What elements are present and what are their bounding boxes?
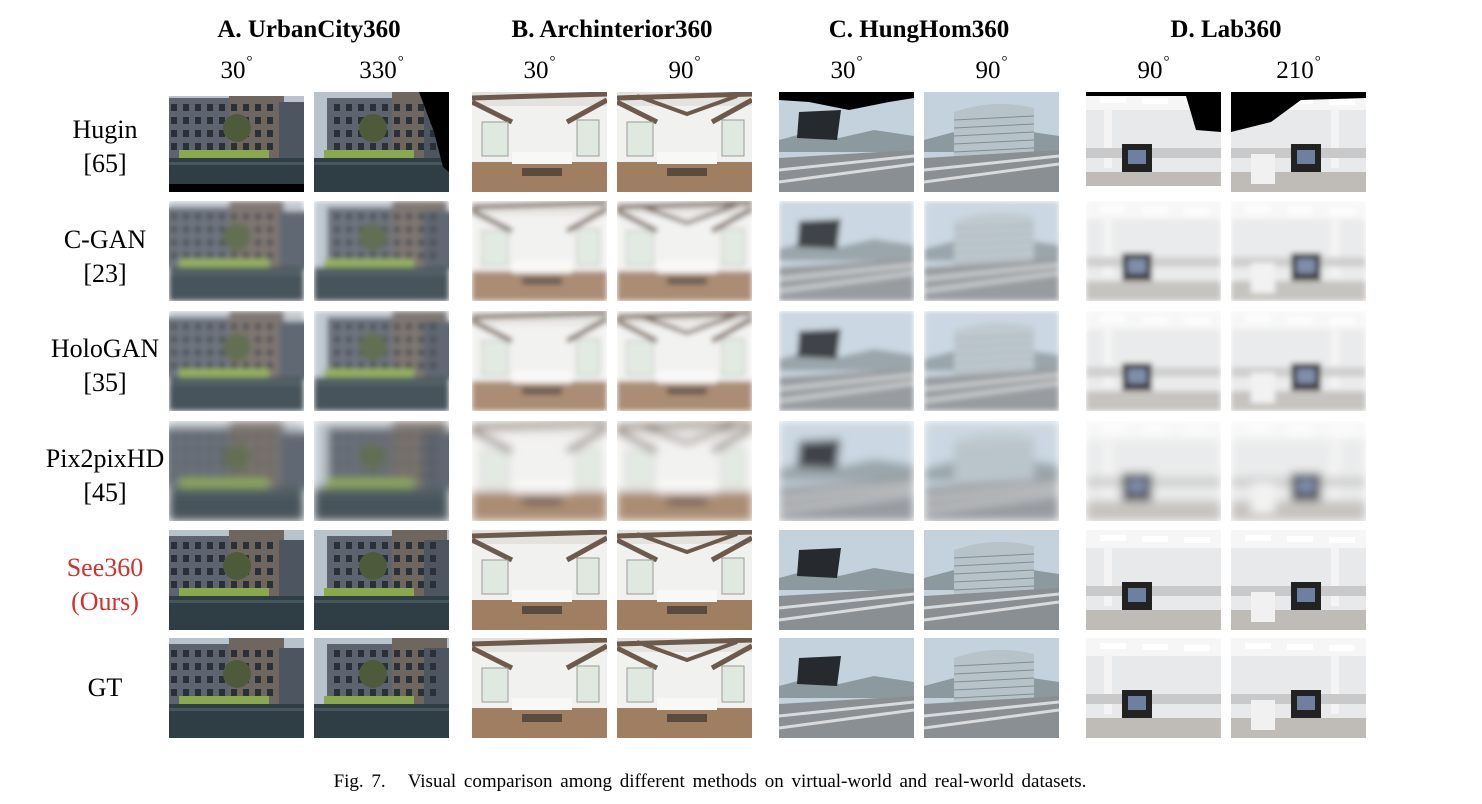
method-reference: (Ours): [71, 587, 139, 616]
view-angle-label: 90°: [1137, 54, 1170, 84]
method-reference: [65]: [83, 149, 127, 178]
result-thumbnail: [924, 311, 1059, 411]
result-thumbnail: [779, 421, 914, 521]
result-thumbnail: [779, 638, 914, 738]
dataset-title: B. Archinterior360: [511, 16, 713, 43]
result-thumbnail: [472, 530, 607, 630]
result-thumbnail: [169, 201, 304, 301]
result-thumbnail: [617, 201, 752, 301]
result-thumbnail: [1231, 421, 1366, 521]
result-thumbnail: [1086, 92, 1221, 192]
view-angle-label: 330°: [359, 54, 404, 84]
result-thumbnail: [472, 92, 607, 192]
method-label: GT: [20, 671, 190, 705]
result-thumbnail: [169, 92, 304, 192]
result-thumbnail: [617, 92, 752, 192]
result-thumbnail: [779, 530, 914, 630]
method-label: Pix2pixHD [45]: [20, 442, 190, 510]
figure-caption: Fig. 7. Visual comparison among different…: [0, 771, 1420, 793]
result-thumbnail: [779, 201, 914, 301]
caption-text: Visual comparison among different method…: [407, 771, 1087, 792]
dataset-title: D. Lab360: [1170, 16, 1282, 43]
method-reference: [45]: [83, 478, 127, 507]
result-thumbnail: [472, 311, 607, 411]
result-thumbnail: [169, 530, 304, 630]
result-thumbnail: [1231, 201, 1366, 301]
result-thumbnail: [314, 201, 449, 301]
result-thumbnail: [924, 638, 1059, 738]
result-thumbnail: [314, 638, 449, 738]
method-label: C-GAN [23]: [20, 223, 190, 291]
result-thumbnail: [1086, 311, 1221, 411]
result-thumbnail: [314, 311, 449, 411]
result-thumbnail: [617, 421, 752, 521]
result-thumbnail: [1086, 201, 1221, 301]
caption-number: Fig. 7.: [333, 771, 386, 792]
method-name: HoloGAN: [50, 334, 160, 363]
result-thumbnail: [1231, 638, 1366, 738]
result-thumbnail: [617, 638, 752, 738]
result-thumbnail: [169, 421, 304, 521]
view-angle-label: 90°: [975, 54, 1008, 84]
result-thumbnail: [472, 201, 607, 301]
result-thumbnail: [617, 530, 752, 630]
method-name: Pix2pixHD: [45, 444, 165, 473]
dataset-title: C. HungHom360: [828, 16, 1010, 43]
method-label: See360 (Ours): [20, 551, 190, 619]
result-thumbnail: [314, 421, 449, 521]
method-name: Hugin: [72, 115, 138, 144]
view-angle-label: 30°: [830, 54, 863, 84]
method-reference: [23]: [83, 259, 127, 288]
result-thumbnail: [617, 311, 752, 411]
result-thumbnail: [1086, 638, 1221, 738]
result-thumbnail: [169, 311, 304, 411]
result-thumbnail: [779, 311, 914, 411]
result-thumbnail: [314, 92, 449, 192]
result-thumbnail: [779, 92, 914, 192]
result-thumbnail: [472, 421, 607, 521]
method-name: GT: [87, 673, 123, 702]
result-thumbnail: [1231, 92, 1366, 192]
dataset-title: A. UrbanCity360: [217, 16, 401, 43]
view-angle-label: 210°: [1276, 54, 1321, 84]
view-angle-label: 30°: [220, 54, 253, 84]
view-angle-label: 30°: [523, 54, 556, 84]
result-thumbnail: [924, 421, 1059, 521]
method-name: C-GAN: [63, 225, 147, 254]
method-reference: [35]: [83, 368, 127, 397]
result-thumbnail: [169, 638, 304, 738]
result-thumbnail: [924, 92, 1059, 192]
result-thumbnail: [1086, 421, 1221, 521]
result-thumbnail: [472, 638, 607, 738]
method-label: Hugin [65]: [20, 113, 190, 181]
result-thumbnail: [1231, 530, 1366, 630]
result-thumbnail: [1231, 311, 1366, 411]
result-thumbnail: [924, 201, 1059, 301]
result-thumbnail: [314, 530, 449, 630]
method-label: HoloGAN [35]: [20, 332, 190, 400]
method-name: See360: [66, 553, 144, 582]
result-thumbnail: [1086, 530, 1221, 630]
result-thumbnail: [924, 530, 1059, 630]
view-angle-label: 90°: [668, 54, 701, 84]
